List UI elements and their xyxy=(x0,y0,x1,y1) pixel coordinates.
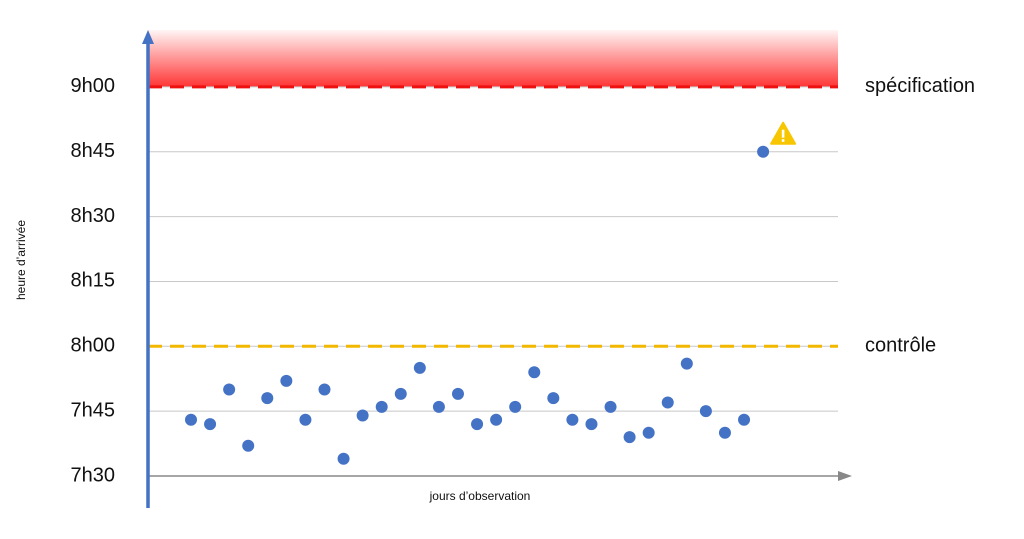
warning-icon-dot xyxy=(781,139,785,142)
point xyxy=(738,413,751,426)
point xyxy=(261,392,274,405)
point xyxy=(394,387,407,400)
point xyxy=(718,426,731,439)
point xyxy=(375,400,388,413)
x-axis-label: jours d’observation xyxy=(429,489,531,503)
y-axis-arrow xyxy=(142,30,154,44)
point xyxy=(642,426,655,439)
point xyxy=(299,413,312,426)
point xyxy=(413,361,426,374)
point xyxy=(528,366,541,379)
warning-icon-bar xyxy=(781,129,785,138)
y-tick-label: 8h30 xyxy=(71,205,116,227)
y-tick-label: 7h30 xyxy=(71,464,116,486)
y-tick-label: 7h45 xyxy=(71,399,116,421)
y-tick-label: 8h45 xyxy=(71,140,116,162)
point xyxy=(490,413,503,426)
reference-label: contrôle xyxy=(865,335,936,357)
x-axis-arrow xyxy=(838,471,852,481)
point xyxy=(280,374,293,387)
point xyxy=(223,383,236,396)
point xyxy=(680,357,693,370)
point xyxy=(356,409,369,422)
point xyxy=(432,400,445,413)
point xyxy=(623,431,636,444)
y-tick-label: 9h00 xyxy=(71,75,116,97)
point xyxy=(185,413,197,426)
point xyxy=(757,145,770,158)
y-tick-label: 8h15 xyxy=(71,270,116,292)
point xyxy=(337,452,350,465)
point xyxy=(451,387,464,400)
y-tick-label: 8h00 xyxy=(71,335,116,357)
point xyxy=(661,396,674,409)
point xyxy=(204,418,217,431)
y-axis-label: heure d’arrivée xyxy=(14,220,28,300)
point xyxy=(318,383,331,396)
point xyxy=(699,405,712,418)
spec-zone xyxy=(148,30,838,87)
point xyxy=(604,400,617,413)
point xyxy=(242,439,255,452)
point xyxy=(471,418,484,431)
reference-label: spécification xyxy=(865,75,975,97)
point xyxy=(547,392,560,405)
point xyxy=(566,413,579,426)
point xyxy=(585,418,598,431)
point xyxy=(509,400,522,413)
